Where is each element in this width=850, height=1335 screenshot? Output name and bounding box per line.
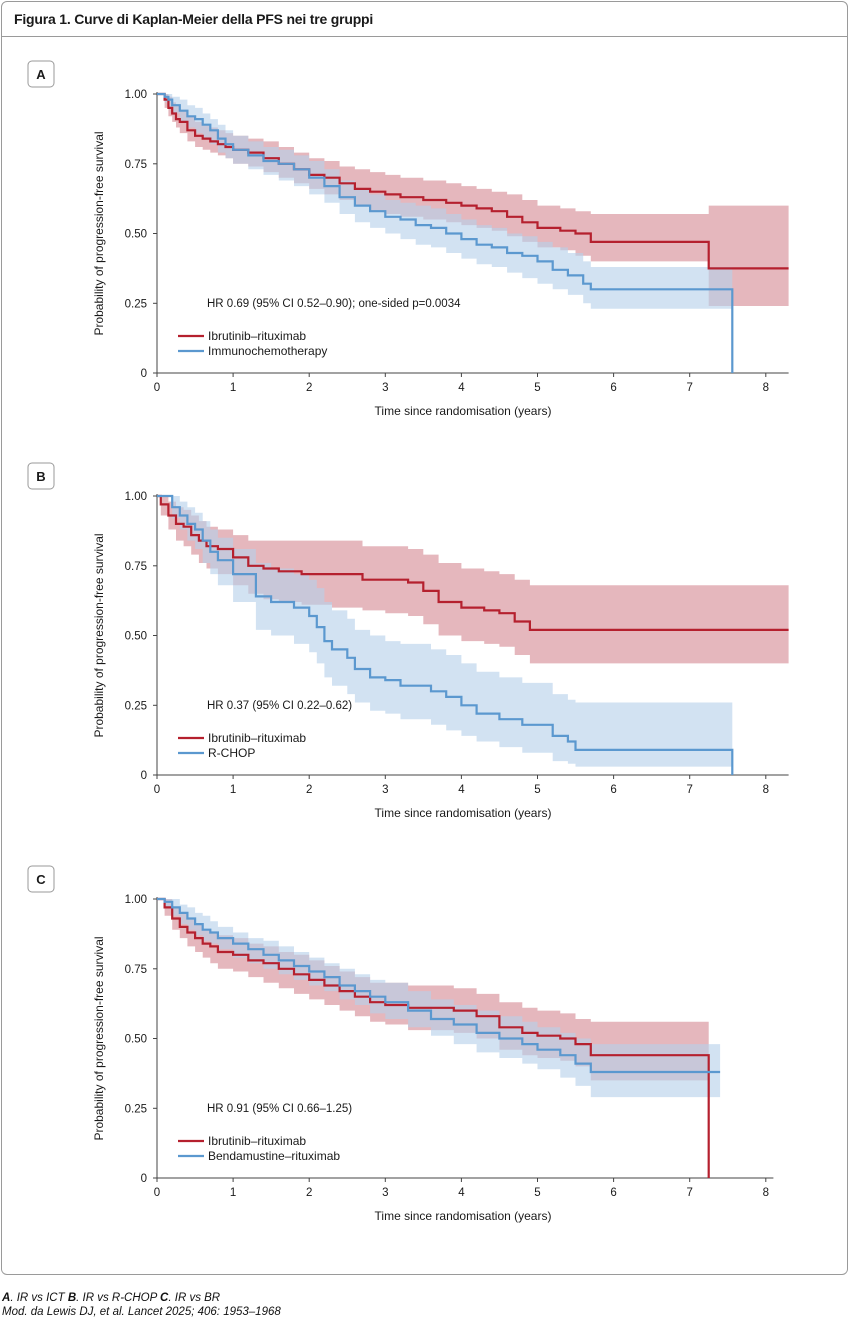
x-tick-label: 3 (382, 784, 388, 796)
hazard-ratio-annotation: HR 0.91 (95% CI 0.66–1.25) (207, 1103, 352, 1115)
panel-label: B (36, 469, 45, 484)
x-tick-label: 6 (610, 1187, 616, 1199)
y-tick-label: 0.50 (125, 1034, 147, 1046)
y-tick-label: 0.50 (125, 229, 147, 241)
y-tick-label: 1.00 (125, 894, 147, 906)
ci-band-comparator (157, 496, 733, 775)
x-axis-label: Time since randomisation (years) (375, 806, 552, 820)
footer-panel-key: A. IR vs ICT B. IR vs R-CHOP C. IR vs BR (2, 1291, 281, 1305)
x-tick-label: 0 (154, 382, 160, 394)
ci-band-comparator (157, 899, 721, 1098)
x-tick-label: 3 (382, 382, 388, 394)
x-tick-label: 2 (306, 1187, 312, 1199)
km-curve-comparator (157, 494, 734, 775)
y-axis-label: Probability of progression-free survival (92, 936, 106, 1140)
legend-label: Ibrutinib–rituximab (208, 731, 306, 745)
km-curve-comparator (157, 897, 721, 1074)
figure-title-bar: Figura 1. Curve di Kaplan-Meier della PF… (2, 2, 847, 37)
panel-label: C (36, 872, 46, 887)
y-tick-label: 1.00 (125, 89, 147, 101)
y-tick-label: 0.25 (125, 700, 147, 712)
x-tick-label: 8 (763, 1187, 769, 1199)
x-tick-label: 8 (763, 382, 769, 394)
y-tick-label: 1.00 (125, 491, 147, 503)
x-tick-label: 8 (763, 784, 769, 796)
km-panel-c: C 0 0.25 0.50 0.75 1.00 0 1 2 3 4 5 6 7 8 Time since ra… (27, 865, 774, 1223)
footer-key-b-text: . IR vs R-CHOP (76, 1292, 161, 1304)
hazard-ratio-annotation: HR 0.37 (95% CI 0.22–0.62) (207, 700, 352, 712)
y-tick-label: 0 (141, 1173, 147, 1185)
footer-key-b-letter: B (67, 1292, 77, 1304)
y-tick-label: 0.75 (125, 964, 147, 976)
panel-label-box (27, 865, 55, 893)
y-tick-label: 0 (141, 770, 147, 782)
legend-label: Ibrutinib–rituximab (208, 1134, 306, 1148)
km-curve-comparator (157, 92, 734, 373)
y-tick-label: 0.25 (125, 1103, 147, 1115)
x-tick-label: 4 (458, 1187, 465, 1199)
x-tick-label: 5 (534, 382, 540, 394)
x-tick-label: 1 (230, 1187, 236, 1199)
figure-title: Figura 1. Curve di Kaplan-Meier della PF… (14, 11, 374, 27)
y-tick-label: 0.75 (125, 159, 147, 171)
x-tick-label: 6 (610, 784, 616, 796)
footer-key-a-letter: A (2, 1292, 11, 1304)
x-tick-label: 5 (534, 784, 540, 796)
x-tick-label: 7 (686, 784, 692, 796)
hazard-ratio-annotation: HR 0.69 (95% CI 0.52–0.90); one-sided p=… (207, 298, 461, 310)
x-tick-label: 2 (306, 784, 312, 796)
km-curve-ibrutinib (157, 897, 710, 1178)
figure-frame: Figura 1. Curve di Kaplan-Meier della PF… (1, 1, 848, 1275)
footer-key-c-letter: C (160, 1292, 169, 1304)
x-tick-label: 2 (306, 382, 312, 394)
figure-footer: A. IR vs ICT B. IR vs R-CHOP C. IR vs BR… (2, 1291, 281, 1319)
x-tick-label: 4 (458, 382, 465, 394)
y-axis-label: Probability of progression-free survival (92, 131, 106, 335)
ci-band-ibrutinib (157, 496, 789, 664)
x-tick-label: 5 (534, 1187, 540, 1199)
footer-key-a-text: . IR vs ICT (10, 1292, 68, 1304)
y-tick-label: 0.25 (125, 298, 147, 310)
km-curve-ibrutinib (157, 92, 789, 270)
x-tick-label: 7 (686, 382, 692, 394)
y-axis-label: Probability of progression-free survival (92, 533, 106, 737)
x-tick-label: 1 (230, 382, 236, 394)
legend-label: R-CHOP (208, 746, 255, 760)
legend-label: Bendamustine–rituximab (208, 1149, 340, 1163)
x-tick-label: 4 (458, 784, 465, 796)
y-tick-label: 0 (141, 368, 147, 380)
km-panel-b: B 0 0.25 0.50 0.75 1.00 0 1 2 3 4 5 6 7 8 Time since ra… (27, 462, 789, 820)
legend-label: Ibrutinib–rituximab (208, 329, 306, 343)
panel-label-box (27, 462, 55, 490)
x-tick-label: 7 (686, 1187, 692, 1199)
x-tick-label: 1 (230, 784, 236, 796)
panel-label-box (27, 60, 55, 88)
y-tick-label: 0.75 (125, 561, 147, 573)
ci-band-comparator (157, 94, 733, 373)
panel-label: A (36, 67, 46, 82)
x-tick-label: 0 (154, 784, 160, 796)
x-tick-label: 6 (610, 382, 616, 394)
ci-band-ibrutinib (157, 94, 789, 306)
x-axis-label: Time since randomisation (years) (375, 404, 552, 418)
x-tick-label: 0 (154, 1187, 160, 1199)
y-tick-label: 0.50 (125, 631, 147, 643)
km-curve-ibrutinib (157, 494, 789, 631)
footer-source: Mod. da Lewis DJ, et al. Lancet 2025; 40… (2, 1306, 281, 1318)
footer-key-c-text: . IR vs BR (168, 1292, 221, 1304)
x-tick-label: 3 (382, 1187, 388, 1199)
x-axis-label: Time since randomisation (years) (375, 1209, 552, 1223)
km-panel-a: A 0 0.25 0.50 0.75 1.00 0 1 2 3 4 5 6 7 8 Time since ra… (27, 60, 789, 418)
legend-label: Immunochemotherapy (208, 344, 327, 358)
